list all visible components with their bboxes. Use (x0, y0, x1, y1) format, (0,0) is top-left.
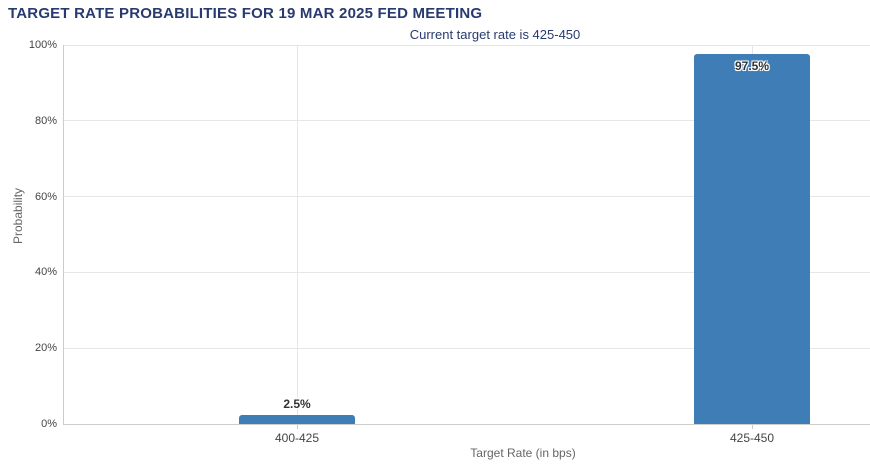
probability-bar[interactable] (694, 54, 810, 424)
y-axis-tick-label: 20% (34, 342, 57, 355)
y-axis-line (62, 45, 64, 424)
bar-data-label: 2.5% (283, 396, 311, 411)
x-gridline (296, 45, 298, 424)
x-axis-title: Target Rate (in bps) (470, 446, 576, 460)
y-axis-tick-label: 100% (28, 39, 57, 51)
chart-title: TARGET RATE PROBABILITIES FOR 19 MAR 202… (8, 5, 483, 22)
chart-subtitle: Current target rate is 425-450 (409, 27, 581, 42)
x-axis-category-label: 425-450 (729, 431, 775, 445)
y-axis-tick-label: 80% (34, 114, 57, 127)
x-axis-line (63, 423, 870, 425)
x-axis-tick-mark (751, 424, 753, 429)
y-axis-tick-label: 40% (34, 266, 57, 279)
y-gridline (63, 271, 870, 273)
bar-data-label: 97.5% (734, 59, 770, 74)
y-gridline (63, 347, 870, 349)
y-gridline (63, 44, 870, 46)
y-axis-tick-label: 0% (41, 418, 57, 430)
probability-bar[interactable] (239, 414, 355, 424)
y-axis-tick-label: 60% (34, 190, 57, 203)
x-axis-tick-mark (296, 424, 298, 429)
y-gridline (63, 196, 870, 198)
y-gridline (63, 120, 870, 122)
x-axis-category-label: 400-425 (274, 431, 320, 445)
